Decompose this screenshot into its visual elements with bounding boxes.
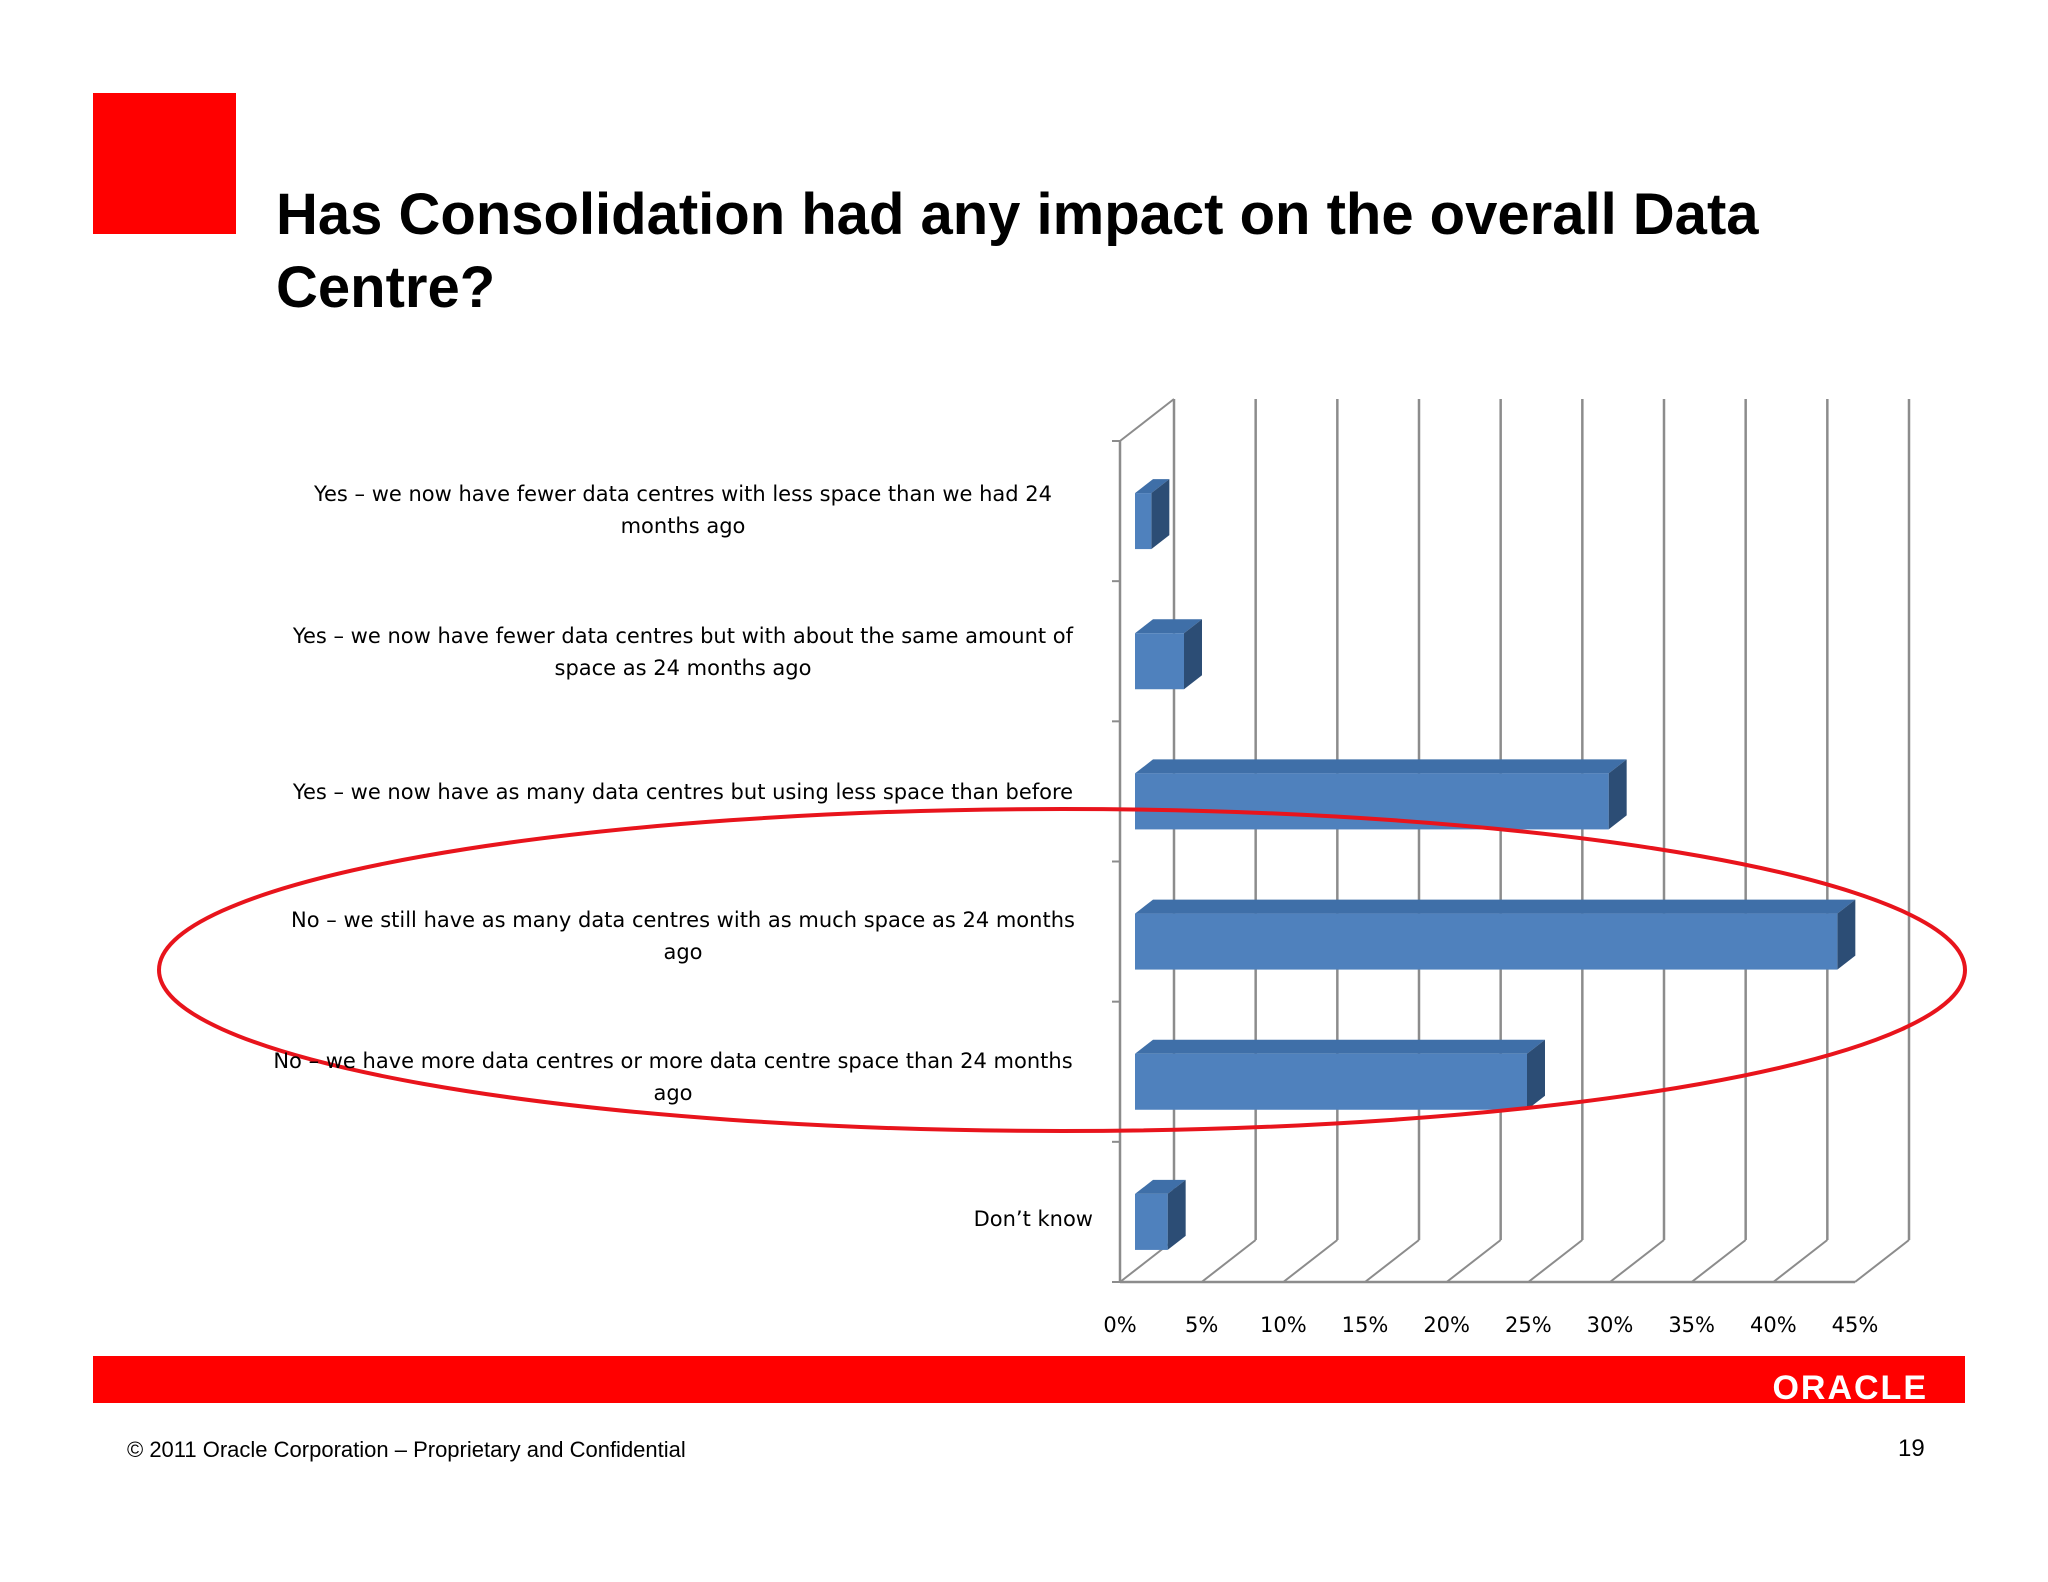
floor-gridline bbox=[1609, 1239, 1665, 1283]
bar-side bbox=[1608, 759, 1627, 830]
floor-gridline bbox=[1691, 1239, 1747, 1283]
x-tick-label: 0% bbox=[1103, 1313, 1136, 1337]
bar-side bbox=[1527, 1039, 1545, 1110]
x-tick-label: 5% bbox=[1185, 1313, 1218, 1337]
x-axis-ticks: 0% 5% 10% 15% 20% 25% 30% 35% 40% 45% bbox=[1103, 1313, 1878, 1337]
x-tick-label: 35% bbox=[1668, 1313, 1715, 1337]
bar-top bbox=[1135, 1039, 1545, 1054]
bar-top bbox=[1135, 1179, 1186, 1194]
y-axis-top-edge bbox=[1119, 398, 1175, 442]
bar bbox=[1135, 1179, 1186, 1250]
bar-front bbox=[1135, 633, 1184, 690]
chart-grid bbox=[1112, 398, 1911, 1284]
bar-top bbox=[1135, 479, 1170, 494]
bar bbox=[1135, 899, 1856, 970]
floor-gridline bbox=[1854, 1239, 1910, 1283]
floor-gridline bbox=[1772, 1239, 1828, 1283]
bar bbox=[1135, 1039, 1545, 1110]
bar-front bbox=[1135, 773, 1609, 830]
bar-top bbox=[1135, 899, 1856, 914]
category-label: Yes – we now have fewer data centres but… bbox=[292, 624, 1074, 680]
bar-side bbox=[1837, 899, 1856, 970]
bar-front bbox=[1135, 493, 1152, 550]
x-tick-label: 15% bbox=[1342, 1313, 1389, 1337]
category-label: Don’t know bbox=[973, 1207, 1093, 1231]
slide-title: Has Consolidation had any impact on the … bbox=[276, 182, 1759, 320]
bar-front bbox=[1135, 1053, 1527, 1110]
bar-top bbox=[1135, 619, 1202, 634]
floor-gridline bbox=[1201, 1239, 1257, 1283]
x-tick-label: 30% bbox=[1587, 1313, 1634, 1337]
bar-chart: 0% 5% 10% 15% 20% 25% 30% 35% 40% 45% bbox=[157, 398, 1967, 1337]
category-label: Yes – we now have fewer data centres wit… bbox=[313, 482, 1053, 538]
bar-top bbox=[1135, 759, 1627, 774]
bar bbox=[1135, 619, 1202, 690]
highlight-ellipse bbox=[157, 807, 1967, 1133]
bar-side bbox=[1151, 479, 1170, 550]
footer-band bbox=[93, 1356, 1965, 1403]
category-label: Yes – we now have as many data centres b… bbox=[292, 780, 1074, 804]
floor-gridline bbox=[1364, 1239, 1420, 1283]
copyright-notice: © 2011 Oracle Corporation – Proprietary … bbox=[127, 1437, 686, 1462]
bar-side bbox=[1184, 619, 1202, 690]
floor-gridline bbox=[1527, 1239, 1583, 1283]
floor-gridline bbox=[1282, 1239, 1338, 1283]
x-tick-label: 40% bbox=[1750, 1313, 1797, 1337]
floor-gridline bbox=[1446, 1239, 1502, 1283]
bar-side bbox=[1167, 1179, 1186, 1250]
bar-front bbox=[1135, 913, 1838, 970]
title-accent-square bbox=[93, 93, 236, 234]
x-tick-label: 25% bbox=[1505, 1313, 1552, 1337]
bar-front bbox=[1135, 1193, 1168, 1250]
x-tick-label: 20% bbox=[1423, 1313, 1470, 1337]
category-label: No – we still have as many data centres … bbox=[291, 908, 1075, 964]
category-label: No – we have more data centres or more d… bbox=[273, 1049, 1073, 1105]
chart-bars bbox=[1135, 479, 1856, 1250]
page-number: 19 bbox=[1898, 1435, 1925, 1462]
oracle-logo: ORACLE bbox=[1772, 1369, 1928, 1407]
x-tick-label: 45% bbox=[1832, 1313, 1879, 1337]
bar bbox=[1135, 479, 1170, 550]
x-tick-label: 10% bbox=[1260, 1313, 1307, 1337]
